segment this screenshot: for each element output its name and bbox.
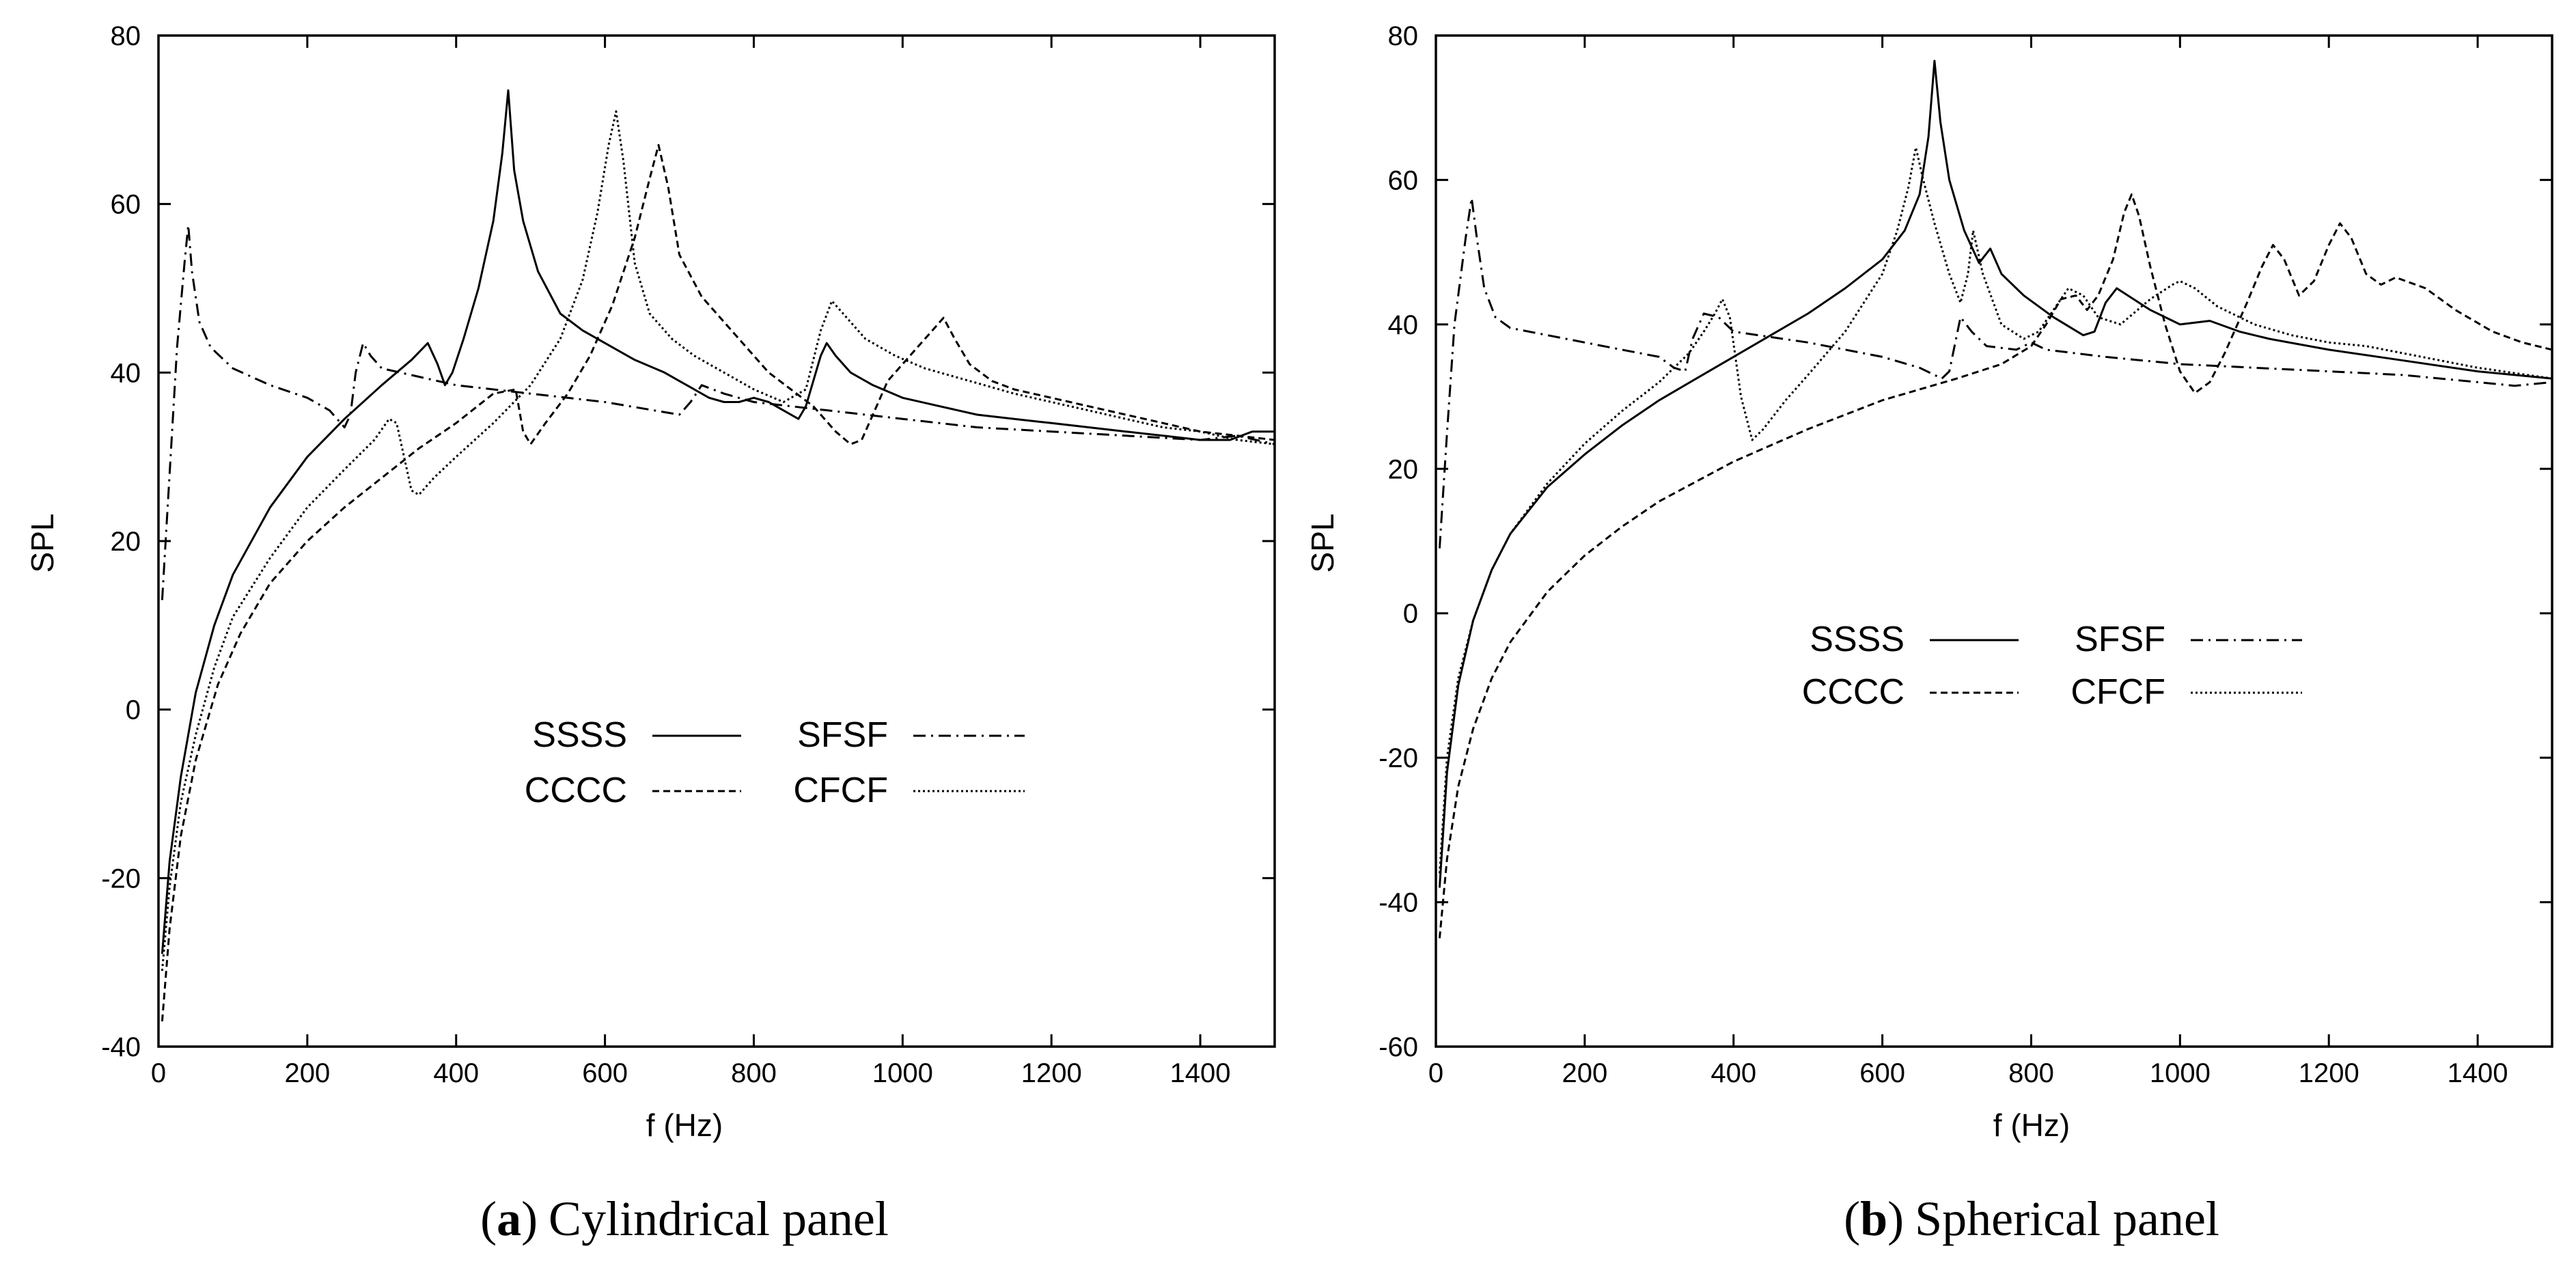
x-tick-label-0-b: 0 <box>1428 1058 1443 1088</box>
caption-title-b: Spherical panel <box>1915 1191 2219 1246</box>
y-tick-label-80-b: 80 <box>1388 21 1419 51</box>
y-axis-label-a: SPL <box>25 514 60 573</box>
y-axis-label-b: SPL <box>1305 514 1340 573</box>
y-tick-label--20-b: -20 <box>1379 743 1418 773</box>
x-axis-label-a: f (Hz) <box>646 1107 723 1143</box>
plot-area-b: 0 200 400 600 800 1000 1200 1400 -60 -40 -20 0 20 40 6… <box>1379 21 2553 1088</box>
x-tick-label-600-b: 600 <box>1859 1058 1905 1088</box>
panel-cylindrical: 0 200 400 600 800 1000 1200 1400 -40 -20 0 20 40 60 80… <box>25 21 1276 1246</box>
caption-open-b: ( <box>1844 1191 1860 1246</box>
x-tick-label-600-a: 600 <box>582 1058 628 1088</box>
plot-area-a: 0 200 400 600 800 1000 1200 1400 -40 -20 0 20 40 60 80 <box>101 21 1276 1088</box>
x-tick-label-400-a: 400 <box>433 1058 479 1088</box>
plot-frame-b <box>1435 34 2553 1048</box>
x-tick-label-1400-b: 1400 <box>2448 1058 2508 1088</box>
caption-letter-b: b <box>1860 1191 1887 1246</box>
caption-close-b: ) <box>1887 1191 1904 1246</box>
caption-letter-a: a <box>497 1191 521 1246</box>
y-tick-label-80-a: 80 <box>111 21 141 51</box>
y-tick-label-40-a: 40 <box>111 358 141 388</box>
series-line-sfsf-b <box>1438 197 2552 549</box>
y-tick-label--40-a: -40 <box>101 1032 141 1062</box>
y-tick-label-0-b: 0 <box>1403 599 1418 629</box>
caption-b: (b) Spherical panel <box>1844 1191 2219 1246</box>
y-tick-label-0-a: 0 <box>126 695 141 726</box>
x-tick-label-1000-b: 1000 <box>2150 1058 2211 1088</box>
series-line-cfcf-b <box>1438 146 2552 874</box>
legend-label-ssss-a: SSSS <box>532 715 627 755</box>
x-tick-label-0-a: 0 <box>151 1058 166 1088</box>
legend-label-sfsf-b: SFSF <box>2075 620 2165 659</box>
x-tick-label-1200-a: 1200 <box>1021 1058 1082 1088</box>
series-line-cccc-a <box>161 143 1275 1022</box>
caption-open-a: ( <box>480 1191 497 1246</box>
y-tick-label-20-a: 20 <box>111 527 141 557</box>
caption-title-a: Cylindrical panel <box>549 1191 889 1246</box>
x-tick-label-200-b: 200 <box>1562 1058 1607 1088</box>
x-tick-label-1200-b: 1200 <box>2299 1058 2359 1088</box>
y-tick-label-60-b: 60 <box>1388 165 1419 195</box>
x-tick-label-800-b: 800 <box>2008 1058 2054 1088</box>
x-tick-label-400-b: 400 <box>1711 1058 1756 1088</box>
x-axis-label-b: f (Hz) <box>1993 1107 2070 1143</box>
legend-label-cccc-b: CCCC <box>1802 672 1905 712</box>
caption-close-a: ) <box>521 1191 538 1246</box>
caption-a: (a) Cylindrical panel <box>480 1191 889 1246</box>
legend-a: SSSS SFSF CCCC CFCF <box>525 715 1025 810</box>
x-tick-label-800-a: 800 <box>731 1058 777 1088</box>
y-tick-label-40-b: 40 <box>1388 310 1419 340</box>
legend-label-cfcf-b: CFCF <box>2071 672 2165 712</box>
y-tick-label-60-a: 60 <box>111 190 141 220</box>
legend-label-cfcf-a: CFCF <box>793 771 888 810</box>
x-tick-label-200-a: 200 <box>284 1058 330 1088</box>
y-tick-label--40-b: -40 <box>1379 888 1418 918</box>
x-tick-label-1000-a: 1000 <box>872 1058 933 1088</box>
y-tick-label-20-b: 20 <box>1388 454 1419 484</box>
legend-label-cccc-a: CCCC <box>525 771 627 810</box>
series-line-sfsf-a <box>161 224 1275 601</box>
series-line-cccc-b <box>1438 193 2552 939</box>
y-tick-label--60-b: -60 <box>1379 1032 1418 1062</box>
series-line-cfcf-a <box>161 110 1275 971</box>
legend-label-ssss-b: SSSS <box>1810 620 1905 659</box>
x-tick-label-1400-a: 1400 <box>1170 1058 1231 1088</box>
legend-b: SSSS SFSF CCCC CFCF <box>1802 620 2302 712</box>
series-line-ssss-a <box>161 89 1275 954</box>
plot-frame-a <box>157 34 1276 1048</box>
legend-label-sfsf-a: SFSF <box>797 715 888 755</box>
y-tick-label--20-a: -20 <box>101 864 141 894</box>
panel-spherical: 0 200 400 600 800 1000 1200 1400 -60 -40 -20 0 20 40 6… <box>1305 21 2553 1246</box>
series-line-ssss-b <box>1438 59 2552 888</box>
